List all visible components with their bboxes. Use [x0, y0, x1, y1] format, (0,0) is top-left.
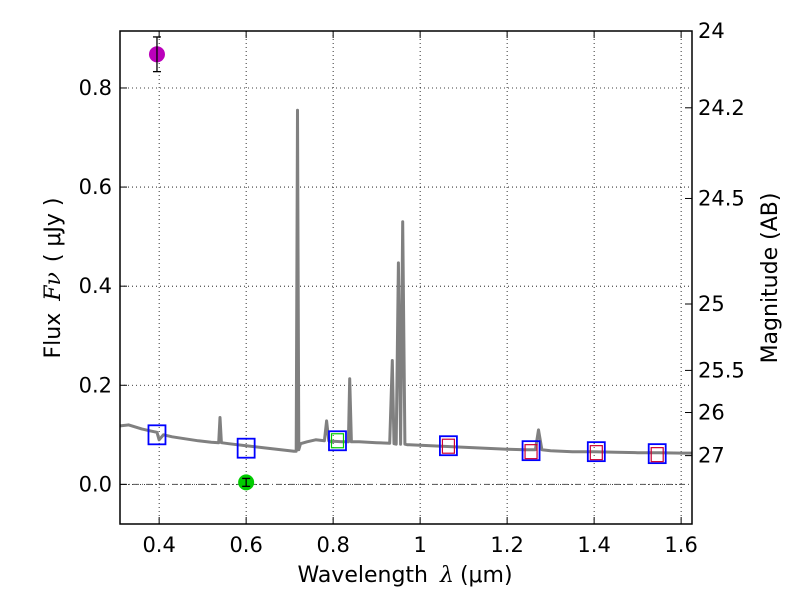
- upper-limit-square: [524, 444, 538, 460]
- magnitude-tick-label: 25.5: [698, 358, 745, 382]
- plot-frame: [119, 30, 693, 525]
- grid-lines: [120, 31, 692, 524]
- magnitude-tick-label: 24.2: [698, 96, 745, 120]
- y-tick-label: 0.8: [79, 76, 112, 100]
- model-photometry-square: [439, 435, 458, 457]
- x-tick-label: 1.6: [664, 533, 697, 557]
- model-photometry-square: [647, 443, 667, 465]
- model-photometry-square: [236, 437, 256, 459]
- x-tick-label: 0.4: [142, 533, 175, 557]
- upper-limit-square: [441, 438, 456, 454]
- y-axis-title: Flux Fν ( μJy ): [41, 197, 66, 358]
- x-axis-title: Wavelength λ (μm): [297, 563, 512, 588]
- magnitude-tick-label: 27: [698, 444, 725, 468]
- magnitude-tick-label: 26: [698, 401, 725, 425]
- model-photometry-square: [147, 424, 167, 446]
- x-tick-label: 0.8: [316, 533, 349, 557]
- y-tick-label: 0.2: [79, 373, 112, 397]
- y-axis-symbol: Fν: [41, 272, 66, 302]
- y-axis-ticks: 0.0 0.2 0.4 0.6 0.8: [79, 76, 127, 496]
- sed-model-line: [119, 108, 692, 455]
- x-axis-ticks: 0.4 0.6 0.8 1 1.2 1.4 1.6: [142, 31, 698, 557]
- magnitude-tick-label: 24.5: [698, 186, 745, 210]
- x-axis-symbol: λ: [439, 563, 454, 588]
- y-axis-label: Flux: [41, 313, 66, 359]
- upper-limit-square: [589, 445, 603, 461]
- model-photometry-square: [586, 441, 606, 463]
- upper-limit-square: [650, 447, 664, 463]
- upper-limit-markers: [330, 433, 664, 463]
- x-axis-unit: (μm): [460, 563, 513, 588]
- upper-limit-square: [330, 433, 345, 449]
- magnitude-axis-ticks: 24 24.2 24.5 25 25.5 26 27: [685, 19, 745, 468]
- x-tick-label: 1.2: [490, 533, 523, 557]
- y-tick-label: 0.0: [79, 472, 112, 496]
- x-tick-label: 0.6: [229, 533, 262, 557]
- y-axis-unit: ( μJy ): [41, 197, 66, 262]
- x-tick-label: 1.4: [577, 533, 610, 557]
- model-photometry-markers: [147, 424, 667, 465]
- observed-points: [148, 36, 255, 491]
- model-photometry-square: [328, 430, 347, 452]
- magnitude-tick-label: 25: [698, 292, 725, 316]
- x-axis-label: Wavelength: [297, 563, 428, 588]
- magnitude-tick-label: 24: [698, 19, 725, 43]
- model-photometry-square: [521, 440, 541, 462]
- y-tick-label: 0.6: [79, 175, 112, 199]
- y-tick-label: 0.4: [79, 274, 112, 298]
- magnitude-axis-label: Magnitude (AB): [758, 193, 783, 364]
- x-tick-label: 1: [413, 533, 426, 557]
